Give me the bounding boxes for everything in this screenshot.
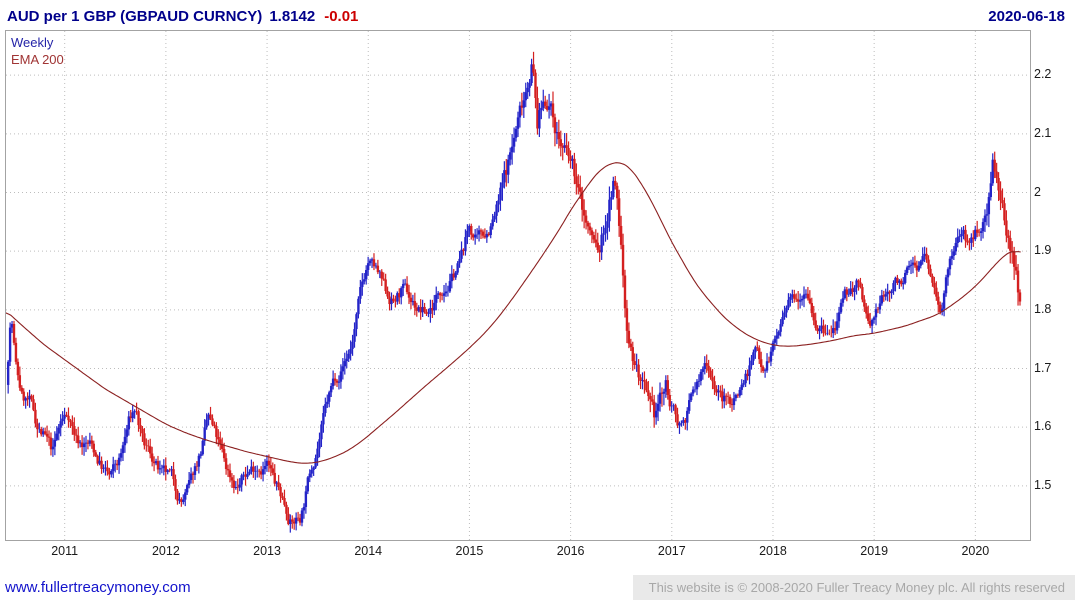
y-axis-label: 1.8 bbox=[1034, 301, 1052, 316]
y-axis-label: 2 bbox=[1034, 184, 1041, 199]
x-axis: 2011 2012 2013 2014 2015 2016 2017 2018 2019 2020 bbox=[5, 544, 1031, 560]
chart-header: AUD per 1 GBP (GBPAUD CURNCY) 1.8142 -0.… bbox=[7, 5, 1065, 27]
chart-area: Weekly EMA 200 bbox=[4, 30, 1031, 541]
chart-legend: Weekly EMA 200 bbox=[11, 34, 64, 68]
x-axis-label: 2019 bbox=[860, 544, 889, 558]
y-axis-label: 2.1 bbox=[1034, 125, 1052, 140]
x-axis-label: 2016 bbox=[556, 544, 585, 558]
copyright-text: This website is © 2008-2020 Fuller Treac… bbox=[632, 575, 1075, 600]
x-axis-label: 2012 bbox=[151, 544, 180, 558]
x-axis-label: 2013 bbox=[253, 544, 281, 558]
x-axis-label: 2011 bbox=[51, 544, 79, 558]
price-change: -0.01 bbox=[324, 7, 359, 25]
y-axis-label: 1.9 bbox=[1034, 243, 1052, 258]
y-axis-label: 1.6 bbox=[1034, 419, 1052, 434]
timeframe-label: Weekly bbox=[11, 35, 54, 50]
ema-legend-label: EMA 200 bbox=[11, 52, 64, 67]
x-axis-label: 2014 bbox=[354, 544, 383, 558]
x-axis-label: 2015 bbox=[455, 544, 484, 558]
x-axis-label: 2020 bbox=[961, 544, 990, 558]
x-axis-label: 2017 bbox=[657, 544, 686, 558]
y-axis: 2.2 2.1 2 1.9 1.8 1.7 1.6 1.5 bbox=[1034, 30, 1074, 541]
price-chart-canvas bbox=[4, 30, 1031, 541]
last-price: 1.8142 bbox=[269, 7, 316, 25]
footer: www.fullertreacymoney.com This website i… bbox=[0, 575, 1075, 600]
instrument-title: AUD per 1 GBP (GBPAUD CURNCY) bbox=[7, 7, 263, 25]
y-axis-label: 1.7 bbox=[1034, 360, 1052, 375]
quote-date: 2020-06-18 bbox=[988, 7, 1065, 25]
y-axis-label: 1.5 bbox=[1034, 477, 1052, 492]
x-axis-label: 2018 bbox=[759, 544, 787, 558]
site-link[interactable]: www.fullertreacymoney.com bbox=[5, 579, 191, 596]
y-axis-label: 2.2 bbox=[1034, 67, 1052, 82]
